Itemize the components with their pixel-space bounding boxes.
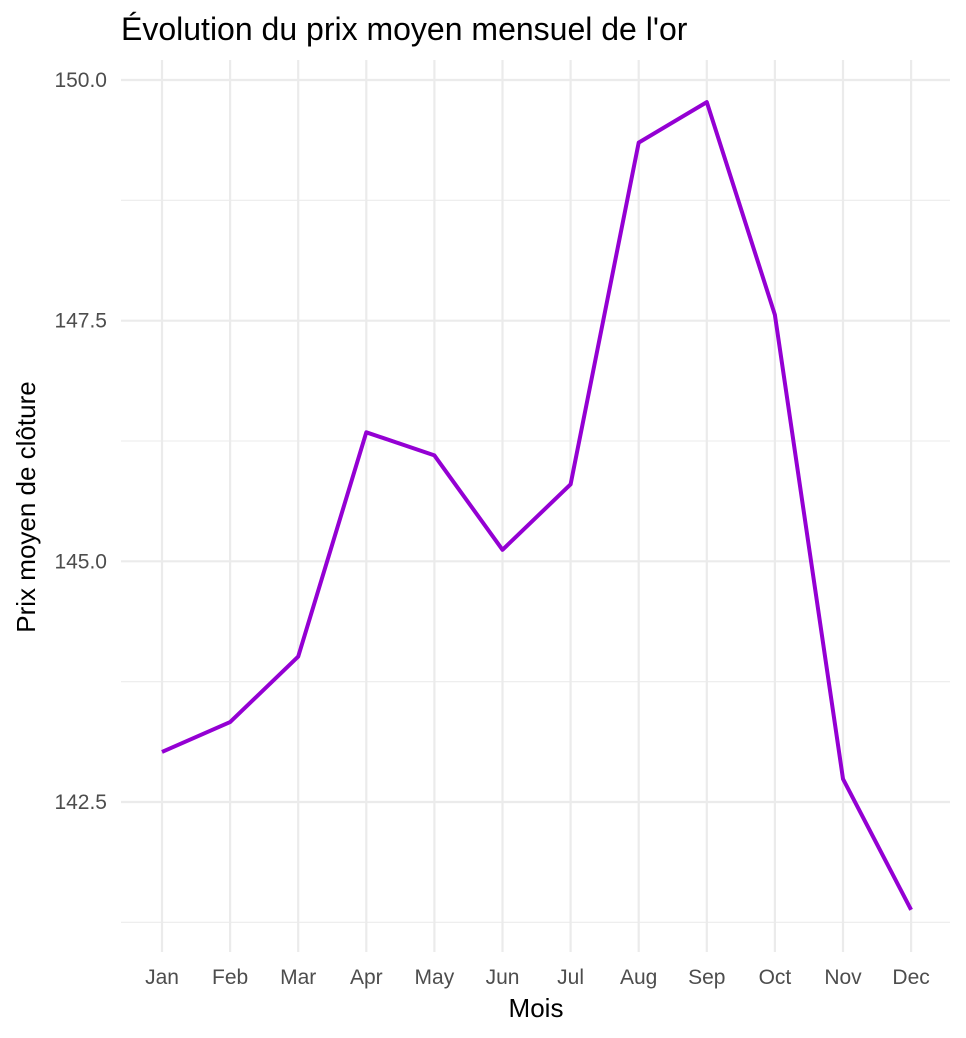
x-tick-label: Dec xyxy=(892,966,929,989)
y-axis-title: Prix moyen de clôture xyxy=(11,381,41,632)
y-tick-label: 142.5 xyxy=(54,791,107,814)
x-tick-label: Apr xyxy=(350,966,383,989)
x-tick-label: Jun xyxy=(486,966,520,989)
x-tick-label: Sep xyxy=(688,966,725,989)
series-layer xyxy=(161,100,913,911)
x-tick-label: Jan xyxy=(145,966,179,989)
series-line xyxy=(161,100,913,911)
x-tick-label: Mar xyxy=(280,966,316,989)
x-axis-tick-labels: Jan Feb Mar Apr May Jun Jul Aug Sep Oct Nov Dec xyxy=(145,966,930,989)
x-tick-label: Aug xyxy=(620,966,657,989)
x-tick-label: Jul xyxy=(557,966,584,989)
y-tick-label: 145.0 xyxy=(54,550,107,573)
y-tick-label: 147.5 xyxy=(54,310,107,333)
x-tick-label: Oct xyxy=(759,966,792,989)
x-tick-label: May xyxy=(415,966,455,989)
y-tick-label: 150.0 xyxy=(54,69,107,92)
x-axis-title: Mois xyxy=(509,993,564,1023)
grid-lines xyxy=(121,60,950,952)
x-tick-label: Feb xyxy=(212,966,248,989)
chart-title: Évolution du prix moyen mensuel de l'or xyxy=(121,11,688,47)
x-tick-label: Nov xyxy=(824,966,862,989)
y-axis-tick-labels: 142.5 145.0 147.5 150.0 xyxy=(54,69,107,814)
